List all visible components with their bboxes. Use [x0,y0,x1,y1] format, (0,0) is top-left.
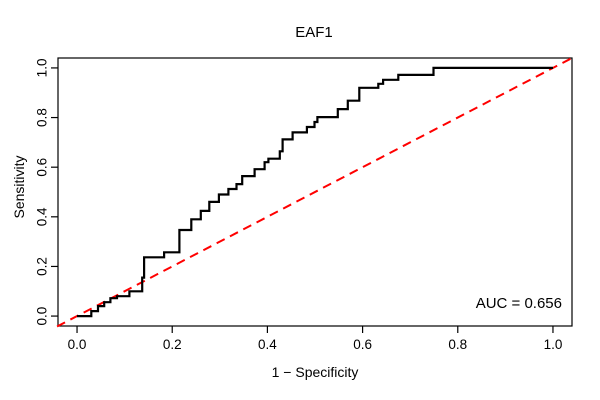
x-tick-label: 0.4 [258,337,277,352]
y-tick-label: 0.8 [35,108,50,127]
y-tick-label: 0.6 [35,158,50,177]
y-tick-label: 0.0 [35,307,50,326]
y-tick-label: 0.4 [35,207,50,226]
chart-title: EAF1 [295,24,333,41]
y-tick-label: 0.2 [35,257,50,276]
x-tick-label: 1.0 [544,337,563,352]
x-tick-label: 0.8 [448,337,467,352]
roc-curve-line [77,66,553,318]
chance-diagonal-line [56,56,574,328]
x-axis-label: 1 − Specificity [271,364,359,380]
auc-annotation: AUC = 0.656 [475,295,562,312]
x-tick-label: 0.6 [353,337,372,352]
x-tick-label: 0.0 [68,337,87,352]
y-tick-label: 1.0 [35,59,50,78]
plot-border-box [57,57,573,327]
x-tick-label: 0.2 [163,337,182,352]
y-axis-label: Sensitivity [11,155,27,219]
